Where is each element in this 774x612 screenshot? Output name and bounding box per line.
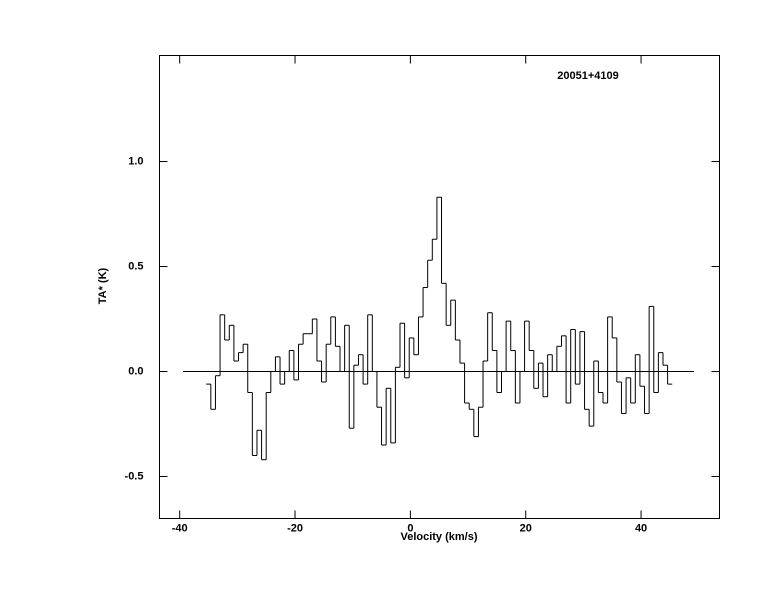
x-axis-label: Velocity (km/s) bbox=[400, 531, 477, 543]
x-tick-label: 40 bbox=[635, 522, 647, 534]
plot-frame bbox=[159, 55, 720, 519]
x-tick-label: -20 bbox=[287, 522, 303, 534]
y-tick-label: 0.5 bbox=[128, 260, 143, 272]
y-tick-label: 1.0 bbox=[128, 155, 143, 167]
chart-title: 20051+4109 bbox=[557, 70, 618, 82]
x-tick-label: 20 bbox=[520, 522, 532, 534]
x-tick-label: 0 bbox=[407, 522, 413, 534]
y-axis-label: TA* (K) bbox=[97, 267, 109, 304]
y-tick-label: -0.5 bbox=[125, 470, 144, 482]
y-tick-label: 0.0 bbox=[128, 365, 143, 377]
x-tick-label: -40 bbox=[172, 522, 188, 534]
